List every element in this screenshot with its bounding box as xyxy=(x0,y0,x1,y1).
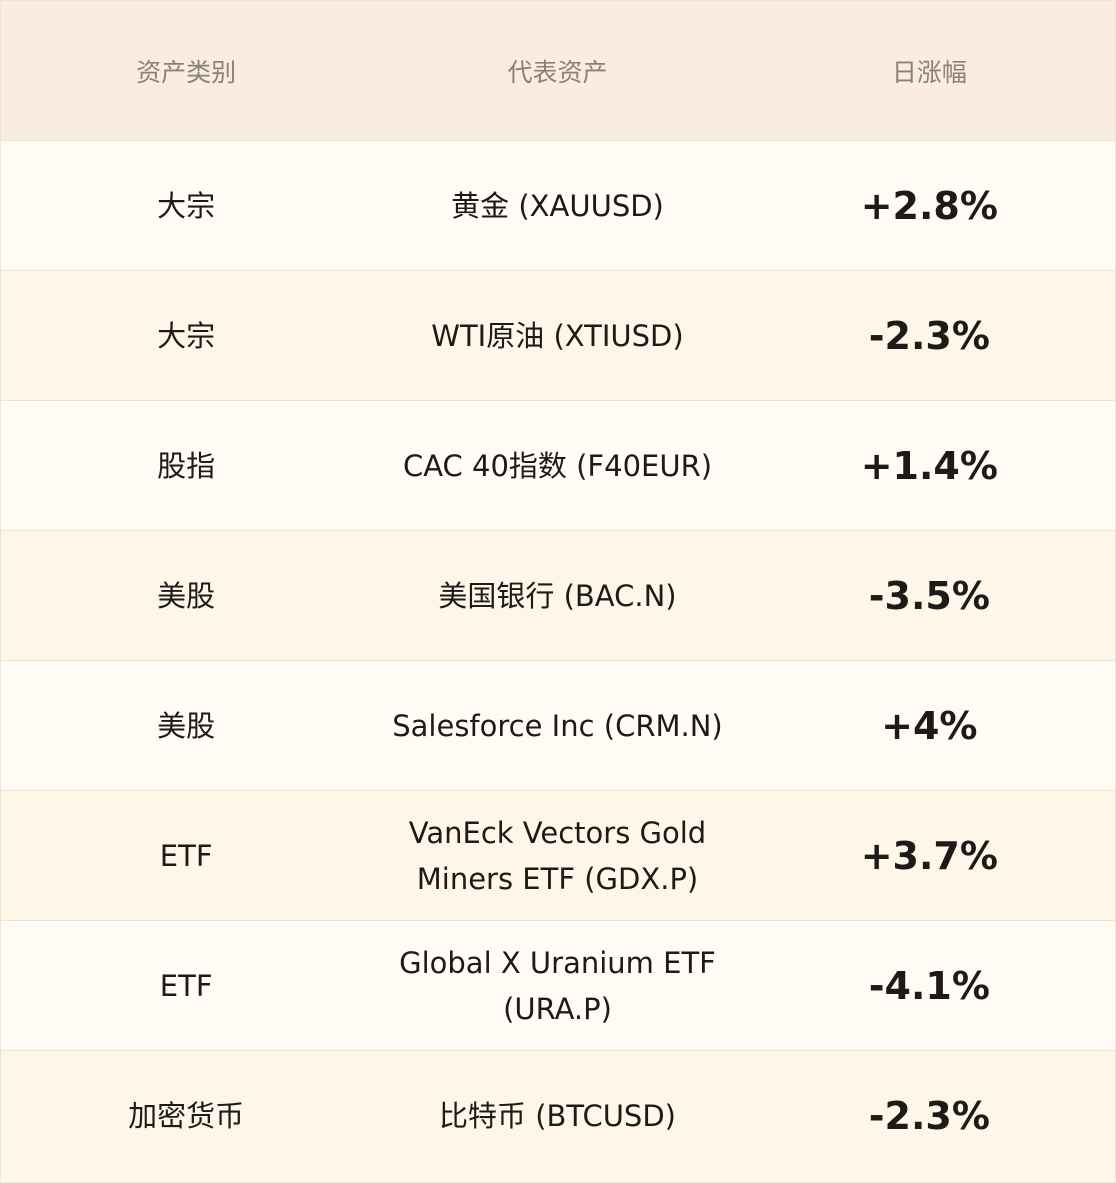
category-cell: 美股 xyxy=(157,708,216,743)
change-cell: +3.7% xyxy=(860,833,998,878)
header-asset: 代表资产 xyxy=(507,57,608,87)
header-category: 资产类别 xyxy=(136,57,237,87)
table-row: 美股 美国银行 (BAC.N) -3.5% xyxy=(1,531,1115,661)
change-cell: +1.4% xyxy=(860,443,998,488)
category-cell: 美股 xyxy=(157,578,216,613)
change-cell: -2.3% xyxy=(868,1094,990,1138)
asset-cell: 美国银行 (BAC.N) xyxy=(438,578,677,613)
asset-cell: 黄金 (XAUUSD) xyxy=(451,188,664,223)
table-row: 股指 CAC 40指数 (F40EUR) +1.4% xyxy=(1,401,1115,531)
header-change: 日涨幅 xyxy=(891,57,967,87)
asset-cell: WTI原油 (XTIUSD) xyxy=(431,318,684,353)
asset-cell: VanEck Vectors Gold Miners ETF (GDX.P) xyxy=(408,815,707,896)
change-cell: -2.3% xyxy=(868,313,990,358)
table-row: 大宗 黄金 (XAUUSD) +2.8% xyxy=(1,141,1115,271)
change-cell: +2.8% xyxy=(860,183,998,228)
asset-cell: Salesforce Inc (CRM.N) xyxy=(392,708,723,743)
table-header: 资产类别 代表资产 日涨幅 xyxy=(1,1,1115,141)
change-cell: -3.5% xyxy=(868,573,990,618)
category-cell: 加密货币 xyxy=(128,1099,245,1133)
category-cell: 大宗 xyxy=(157,188,216,223)
table-row: ETF Global X Uranium ETF (URA.P) -4.1% xyxy=(1,921,1115,1051)
table-row: 美股 Salesforce Inc (CRM.N) +4% xyxy=(1,661,1115,791)
table-row: 大宗 WTI原油 (XTIUSD) -2.3% xyxy=(1,271,1115,401)
asset-cell: CAC 40指数 (F40EUR) xyxy=(402,448,713,483)
change-cell: -4.1% xyxy=(868,963,990,1008)
category-cell: 大宗 xyxy=(157,318,216,353)
asset-cell: 比特币 (BTCUSD) xyxy=(439,1099,676,1133)
table-row: 加密货币 比特币 (BTCUSD) -2.3% xyxy=(1,1051,1115,1181)
table-row: ETF VanEck Vectors Gold Miners ETF (GDX.… xyxy=(1,791,1115,921)
category-cell: ETF xyxy=(159,968,213,1003)
change-cell: +4% xyxy=(881,703,978,748)
category-cell: ETF xyxy=(159,838,213,873)
category-cell: 股指 xyxy=(157,448,216,483)
asset-cell: Global X Uranium ETF (URA.P) xyxy=(399,945,716,1026)
